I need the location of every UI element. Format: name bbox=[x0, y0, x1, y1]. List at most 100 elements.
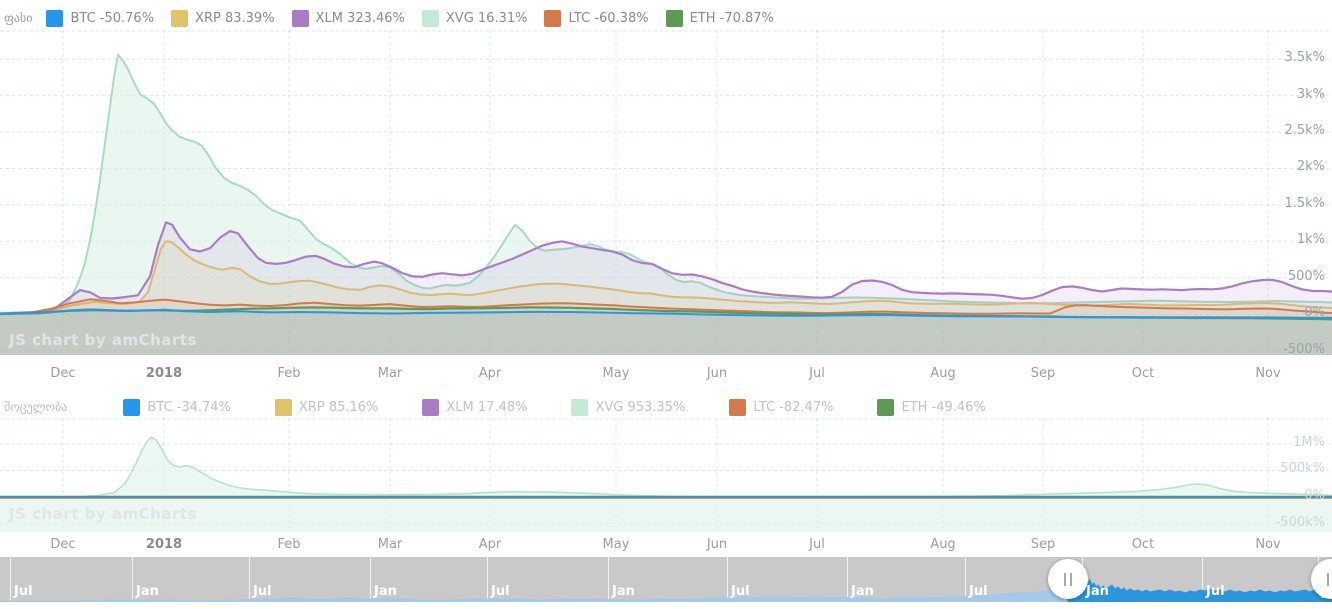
y-axis-label: 2.5k% bbox=[1284, 123, 1325, 139]
volume-chart-panel[interactable]: JS chart by amCharts 1M% 500k% 0% -500k% bbox=[0, 418, 1332, 532]
x-axis-label-apr: Apr bbox=[478, 366, 502, 381]
legend-item-xvg[interactable]: XVG 953.35% bbox=[571, 398, 686, 416]
legend-item-xrp[interactable]: XRP 83.39% bbox=[171, 9, 275, 27]
price-area-eth bbox=[0, 307, 1332, 355]
x-axis-label-dec: Dec bbox=[50, 366, 76, 381]
legend-item-eth[interactable]: ETH -49.46% bbox=[877, 398, 986, 416]
navigator-period-label: Jul bbox=[731, 584, 750, 599]
y-axis-label: 3k% bbox=[1296, 86, 1325, 102]
legend-item-xlm[interactable]: XLM 323.46% bbox=[291, 9, 405, 27]
y-axis-label: 0% bbox=[1304, 488, 1325, 503]
navigator-period-label: Jan bbox=[612, 584, 635, 599]
legend-label-btc: BTC -50.76% bbox=[70, 10, 155, 26]
navigator-period-label: Jan bbox=[374, 584, 397, 599]
price-legend: ფასი BTC -50.76% XRP 83.39% XLM 323.46% XVG… bbox=[0, 6, 1332, 30]
x-axis-label-feb: Feb bbox=[277, 537, 301, 552]
legend-swatch-ltc bbox=[544, 9, 562, 27]
legend-label-xvg: XVG 16.31% bbox=[445, 10, 528, 26]
y-axis-label: 1M% bbox=[1293, 434, 1325, 450]
legend-item-eth[interactable]: ETH -70.87% bbox=[665, 9, 774, 27]
x-axis-label-apr: Apr bbox=[478, 537, 502, 552]
navigator-period-label: Jan bbox=[136, 584, 159, 599]
y-axis-label: 3.5k% bbox=[1284, 50, 1325, 66]
x-axis-label-aug: Aug bbox=[930, 537, 956, 552]
legend-item-btc[interactable]: BTC -34.74% bbox=[123, 398, 231, 416]
legend-item-xrp[interactable]: XRP 85.16% bbox=[274, 398, 378, 416]
price-x-axis: Dec 2018 Feb Mar Apr May Jun Jul Aug Sep Oct Nov bbox=[0, 366, 1332, 384]
price-line-btc bbox=[0, 308, 1332, 319]
legend-swatch-xlm bbox=[291, 9, 309, 27]
legend-swatch-eth bbox=[665, 9, 683, 27]
navigator-preview-selected bbox=[1067, 573, 1332, 602]
legend-swatch-xvg bbox=[571, 398, 589, 416]
x-axis-label-may: May bbox=[602, 366, 630, 381]
legend-item-ltc[interactable]: LTC -82.47% bbox=[729, 398, 834, 416]
navigator-gridline bbox=[727, 557, 728, 602]
y-axis-label: -500% bbox=[1283, 341, 1325, 357]
x-axis-label-nov: Nov bbox=[1255, 366, 1281, 381]
legend-swatch-xvg bbox=[421, 9, 439, 27]
volume-area-xvg bbox=[0, 437, 1332, 532]
amcharts-watermark[interactable]: JS chart by amCharts bbox=[9, 331, 197, 349]
x-axis-label-jul: Jul bbox=[809, 537, 825, 552]
legend-label-xrp: XRP 83.39% bbox=[195, 10, 275, 26]
navigator-period-label: Jul bbox=[491, 584, 510, 599]
price-chart-canvas[interactable] bbox=[0, 30, 1332, 355]
x-axis-label-2018: 2018 bbox=[145, 537, 183, 552]
x-axis-label-oct: Oct bbox=[1131, 366, 1155, 381]
navigator-period-label: Jan bbox=[1086, 584, 1109, 599]
price-line-xrp bbox=[0, 240, 1332, 315]
legend-label-ltc: LTC -82.47% bbox=[753, 399, 834, 415]
navigator-grip-right[interactable] bbox=[1311, 559, 1332, 599]
navigator-gridline bbox=[249, 557, 250, 602]
legend-label-xvg: XVG 953.35% bbox=[595, 399, 686, 415]
y-axis-label: 0% bbox=[1304, 305, 1325, 321]
price-area-btc bbox=[0, 309, 1332, 355]
legend-item-btc[interactable]: BTC -50.76% bbox=[46, 9, 155, 27]
x-axis-label-2018: 2018 bbox=[145, 366, 183, 381]
navigator-gridline bbox=[132, 557, 133, 602]
navigator-gridline bbox=[965, 557, 966, 602]
price-chart-panel[interactable]: JS chart by amCharts 3.5k% 3k% 2.5k% 2k% 1.5… bbox=[0, 30, 1332, 357]
price-area-xrp bbox=[0, 241, 1332, 355]
navigator-canvas[interactable] bbox=[0, 557, 1332, 602]
navigator-period-label: Jul bbox=[253, 584, 272, 599]
price-legend-title: ფასი bbox=[4, 11, 33, 25]
x-axis-label-nov: Nov bbox=[1255, 537, 1281, 552]
legend-swatch-btc bbox=[46, 9, 64, 27]
volume-line-xvg bbox=[0, 436, 1332, 498]
scrollbar-navigator[interactable]: JulJanJulJanJulJanJulJanJulJanJulJan bbox=[0, 557, 1332, 602]
navigator-grip-left[interactable] bbox=[1048, 559, 1088, 599]
navigator-gridline bbox=[487, 557, 488, 602]
volume-legend-title: მოცულობა bbox=[4, 400, 68, 414]
legend-swatch-eth bbox=[877, 398, 895, 416]
y-axis-label: -500k% bbox=[1275, 514, 1325, 530]
volume-chart-canvas[interactable] bbox=[0, 418, 1332, 532]
x-axis-label-may: May bbox=[602, 537, 630, 552]
x-axis-label-sep: Sep bbox=[1030, 366, 1056, 381]
x-axis-label-feb: Feb bbox=[277, 366, 301, 381]
legend-swatch-xrp bbox=[171, 9, 189, 27]
navigator-period-label: Jul bbox=[969, 584, 988, 599]
price-line-xlm bbox=[0, 221, 1332, 315]
legend-item-xvg[interactable]: XVG 16.31% bbox=[421, 9, 528, 27]
x-axis-label-jun: Jun bbox=[706, 537, 728, 552]
x-axis-label-mar: Mar bbox=[377, 537, 403, 552]
x-axis-label-dec: Dec bbox=[50, 537, 76, 552]
price-area-xvg bbox=[0, 54, 1332, 355]
volume-x-axis: Dec 2018 Feb Mar Apr May Jun Jul Aug Sep Oct Nov bbox=[0, 537, 1332, 555]
price-area-xlm bbox=[0, 222, 1332, 355]
navigator-gridline bbox=[10, 557, 11, 602]
x-axis-label-jun: Jun bbox=[706, 366, 728, 381]
y-axis-label: 500k% bbox=[1280, 461, 1325, 477]
navigator-gridline bbox=[847, 557, 848, 602]
amcharts-watermark[interactable]: JS chart by amCharts bbox=[9, 505, 197, 523]
volume-legend: მოცულობა BTC -34.74% XRP 85.16% XLM 17.48%… bbox=[0, 395, 1332, 419]
legend-item-ltc[interactable]: LTC -60.38% bbox=[544, 9, 649, 27]
price-line-ltc bbox=[0, 298, 1332, 315]
navigator-period-label: Jul bbox=[1206, 584, 1225, 599]
x-axis-label-jul: Jul bbox=[809, 366, 825, 381]
legend-item-xlm[interactable]: XLM 17.48% bbox=[422, 398, 527, 416]
navigator-gridline bbox=[370, 557, 371, 602]
